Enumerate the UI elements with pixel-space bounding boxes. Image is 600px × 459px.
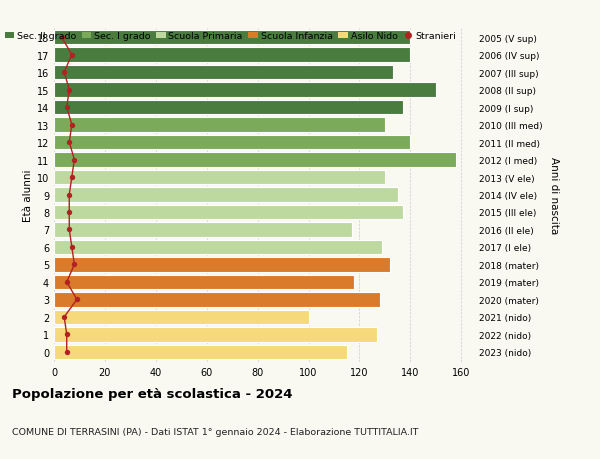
Bar (54, 205, 403, 220)
Bar (54, 223, 352, 237)
Point (59, 69, 69, 77)
Text: Popolazione per età scolastica - 2024: Popolazione per età scolastica - 2024 (12, 387, 293, 400)
Point (67, 174, 77, 181)
Point (67, 244, 77, 251)
Bar (54, 101, 403, 115)
Point (64, 139, 74, 146)
Bar (54, 66, 392, 80)
Bar (54, 293, 380, 307)
Legend: Sec. II grado, Sec. I grado, Scuola Primaria, Scuola Infanzia, Asilo Nido, Stran: Sec. II grado, Sec. I grado, Scuola Prim… (5, 32, 456, 41)
Point (64, 209, 74, 216)
Bar (54, 48, 410, 62)
Bar (54, 345, 347, 359)
Point (62, 104, 71, 112)
Text: COMUNE DI TERRASINI (PA) - Dati ISTAT 1° gennaio 2024 - Elaborazione TUTTITALIA.: COMUNE DI TERRASINI (PA) - Dati ISTAT 1°… (12, 427, 419, 436)
Point (59, 313, 69, 321)
Bar (54, 118, 385, 133)
Point (57, 34, 67, 42)
Point (62, 279, 71, 286)
Bar (54, 310, 308, 325)
Point (64, 226, 74, 234)
Bar (54, 328, 377, 342)
Y-axis label: Anni di nascita: Anni di nascita (549, 157, 559, 234)
Point (62, 348, 71, 356)
Bar (54, 83, 436, 97)
Point (62, 331, 71, 338)
Point (64, 87, 74, 94)
Point (72, 296, 82, 303)
Point (64, 191, 74, 199)
Point (67, 122, 77, 129)
Y-axis label: Età alunni: Età alunni (23, 169, 32, 221)
Bar (54, 31, 410, 45)
Point (70, 157, 79, 164)
Bar (54, 170, 385, 185)
Bar (54, 153, 456, 168)
Bar (54, 275, 355, 290)
Bar (54, 257, 390, 272)
Bar (54, 188, 398, 202)
Bar (54, 240, 382, 255)
Point (67, 52, 77, 59)
Point (70, 261, 79, 269)
Bar (54, 135, 410, 150)
